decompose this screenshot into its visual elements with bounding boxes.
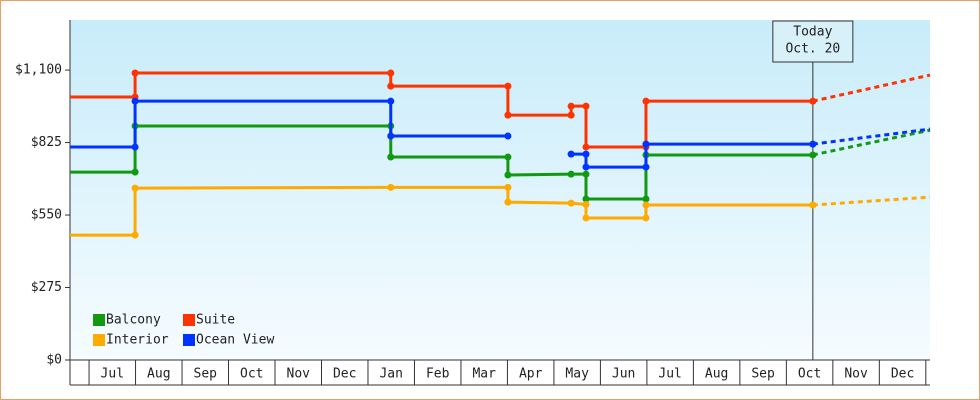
price-point [582,200,590,208]
price-point [582,102,590,110]
x-tick-label: Dec [333,367,356,382]
price-point [642,140,650,148]
x-tick-label: Feb [426,367,450,382]
legend-label: Interior [106,333,169,348]
price-point [131,231,139,239]
x-tick-label: Aug [147,367,170,382]
price-point [567,150,575,158]
legend-swatch [183,314,195,326]
price-point [809,140,817,148]
price-point [387,82,395,90]
price-point [567,199,575,207]
price-point [131,69,139,77]
forecast-line [812,128,931,157]
price-point [567,170,575,178]
legend-swatch [183,334,195,346]
price-point [131,168,139,176]
price-point [387,153,395,161]
price-point [809,151,817,159]
price-point [504,153,512,161]
price-point [642,163,650,171]
price-point [504,171,512,179]
y-tick-label: $550 [31,208,62,223]
forecast-line [812,73,931,103]
forecast-line [812,195,931,207]
x-tick-label: Sep [751,367,775,382]
price-point [387,132,395,140]
price-point [582,195,590,203]
y-tick-label: $825 [31,135,62,150]
today-box [772,20,854,63]
x-tick-label: May [565,367,589,382]
price-point [809,201,817,209]
legend-label: Ocean View [196,333,274,348]
price-point [387,69,395,77]
x-tick-label: Nov [287,367,311,382]
price-point [504,82,512,90]
x-tick-label: Jan [379,367,402,382]
price-point [504,132,512,140]
price-point [582,163,590,171]
price-point [387,183,395,191]
price-point [642,97,650,105]
price-point [642,195,650,203]
today-label: Today [793,25,832,40]
x-tick-label: Sep [194,367,218,382]
price-point [131,143,139,151]
price-point [642,201,650,209]
plot-area [70,20,930,360]
x-tick-label: Mar [472,367,496,382]
price-point [642,214,650,222]
x-tick-label: Jun [612,367,635,382]
price-point [131,184,139,192]
price-line [70,71,813,149]
legend-swatch [93,314,105,326]
x-tick-label: Apr [519,367,543,382]
legend-label: Balcony [106,313,161,328]
price-point [567,111,575,119]
x-tick-label: Aug [705,367,728,382]
price-point [582,214,590,222]
x-tick-label: Nov [844,367,868,382]
x-tick-label: Jul [658,367,681,382]
y-tick-label: $275 [31,280,62,295]
x-tick-label: Oct [240,367,263,382]
price-point [582,143,590,151]
price-point [131,97,139,105]
legend-label: Suite [196,313,235,328]
price-point [504,111,512,119]
x-tick-label: Jul [101,367,124,382]
price-point [387,97,395,105]
price-point [504,183,512,191]
price-point [582,170,590,178]
y-tick-label: $0 [46,353,62,368]
price-point [809,97,817,105]
price-point [582,150,590,158]
forecast-line [812,127,931,146]
price-point [504,198,512,206]
y-tick-label: $1,100 [15,63,62,78]
today-label: Oct. 20 [785,42,840,57]
x-tick-label: Oct [798,367,821,382]
price-point [567,102,575,110]
x-tick-label: Dec [891,367,914,382]
legend-swatch [93,334,105,346]
